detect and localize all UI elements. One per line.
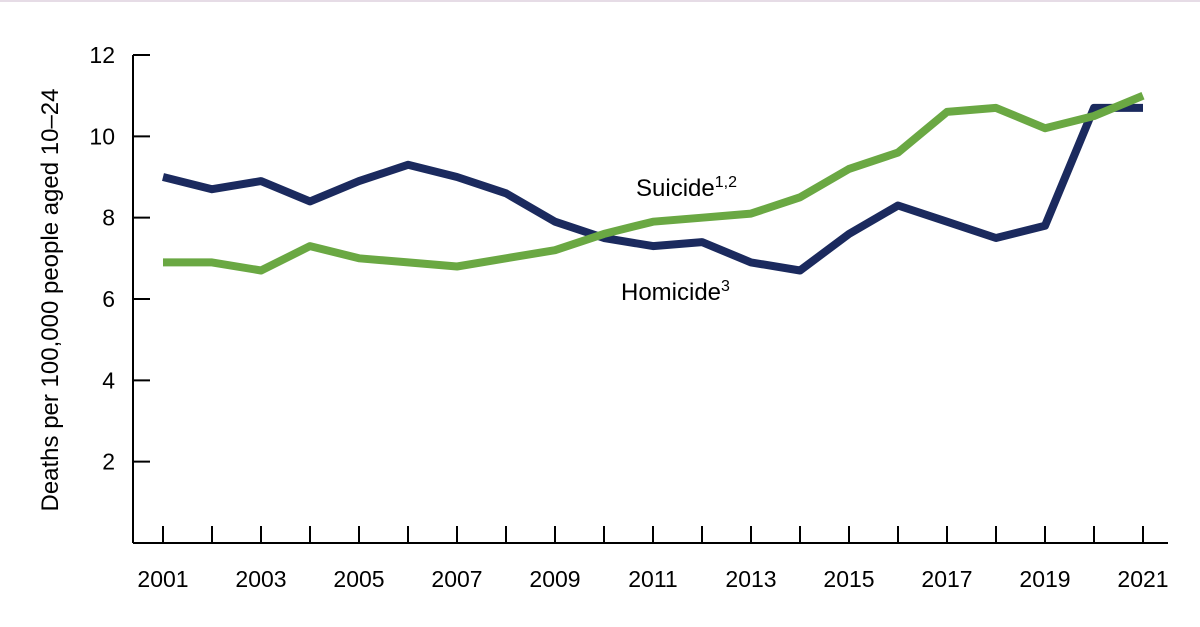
suicide-label-superscript: 1,2 (715, 174, 737, 191)
x-tick-label: 2019 (1019, 566, 1070, 592)
y-axis-title: Deaths per 100,000 people aged 10–24 (37, 88, 64, 511)
x-tick-label: 2021 (1117, 566, 1168, 592)
homicide-label-text: Homicide (621, 279, 721, 306)
homicide-line (162, 103, 1143, 275)
x-tick-label: 2013 (725, 566, 776, 592)
y-tick-label: 8 (102, 205, 115, 231)
x-tick-label: 2009 (529, 566, 580, 592)
series-lines (162, 92, 1145, 275)
homicide-label: Homicide3 (621, 278, 730, 306)
x-tick-label: 2011 (628, 566, 677, 592)
top-divider (0, 0, 1200, 2)
y-tick-label: 4 (102, 367, 115, 393)
x-tick-label: 2001 (137, 566, 188, 592)
y-tick-label: 6 (102, 286, 115, 312)
y-tick-label: 12 (89, 42, 115, 68)
axes: 2 4 6 8 10 12 2001 2003 2005 2007 2009 2011 2013 2015… (89, 42, 1168, 592)
suicide-label-text: Suicide (636, 175, 715, 202)
y-tick-label: 10 (89, 123, 115, 149)
x-tick-label: 2017 (921, 566, 972, 592)
x-tick-label: 2005 (333, 566, 384, 592)
suicide-line (163, 92, 1145, 275)
series-labels: Homicide3 Suicide1,2 (621, 174, 737, 306)
x-tick-label: 2003 (235, 566, 286, 592)
homicide-label-superscript: 3 (721, 278, 730, 295)
x-tick-label: 2015 (823, 566, 874, 592)
x-tick-label: 2007 (431, 566, 482, 592)
y-tick-label: 2 (102, 449, 115, 475)
suicide-label: Suicide1,2 (636, 174, 737, 202)
